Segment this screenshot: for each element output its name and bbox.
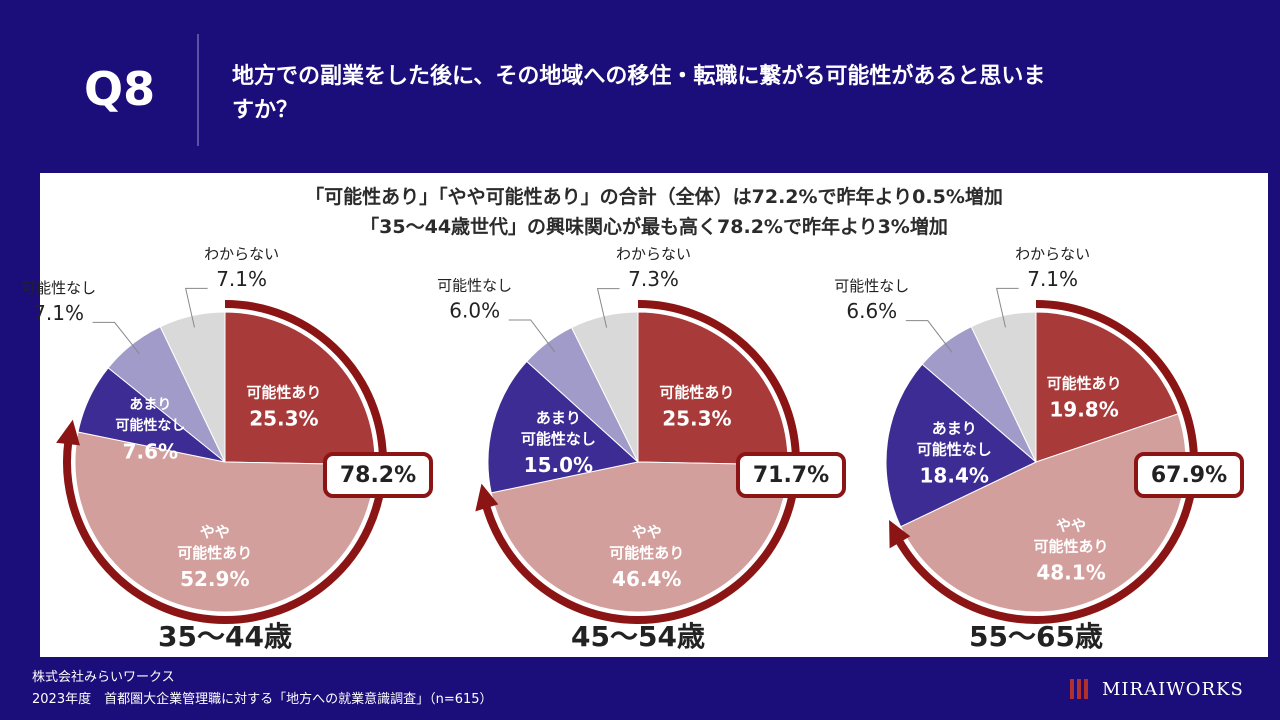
total-label: 78.2% <box>340 463 416 488</box>
pie-slice <box>885 363 1037 528</box>
slice-label: 可能性なし <box>21 279 96 297</box>
arrow-head-icon <box>889 520 911 549</box>
pie-chart-1: 78.2%可能性あり25.3%やや可能性あり52.9%あまり可能性なし7.6%可… <box>21 245 433 653</box>
slice-label: 可能性あり <box>177 544 252 562</box>
total-badge <box>323 452 433 498</box>
highlight-arc <box>895 300 1198 624</box>
leader-line <box>905 320 953 353</box>
slice-value-label: 25.3% <box>249 407 318 431</box>
highlight-arc <box>482 300 800 624</box>
slice-value-label: 7.3% <box>628 267 679 291</box>
slice-label: 可能性なし <box>917 441 992 459</box>
slice-value-label: 46.4% <box>612 567 681 591</box>
slice-label: あまり <box>536 409 581 427</box>
slice-label: 可能性あり <box>1034 538 1109 556</box>
slice-value-label: 18.4% <box>920 464 989 488</box>
total-badge <box>1134 452 1244 498</box>
slice-label: あまり <box>129 397 171 413</box>
slice-label: やや <box>200 523 230 541</box>
miraiworks-logo: MIRAIWORKS <box>1068 676 1244 702</box>
pie-chart-3: 67.9%可能性あり19.8%やや可能性あり48.1%あまり可能性なし18.4%… <box>834 245 1244 653</box>
survey-source: 2023年度 首都圏大企業管理職に対する「地方への就業意識調査」（n=615） <box>32 692 493 707</box>
slice-value-label: 7.1% <box>33 301 84 325</box>
pie-slice <box>74 431 376 613</box>
slice-label: わからない <box>1015 245 1090 263</box>
total-badge <box>736 452 846 498</box>
arrow-head-icon <box>56 419 80 446</box>
slice-label: 可能性なし <box>115 417 185 434</box>
slice-label: わからない <box>204 245 279 263</box>
leader-line <box>596 288 620 328</box>
question-line-1: 地方での副業をした後に、その地域への移住・転職に繋がる可能性があると思いま <box>232 64 1046 89</box>
slice-label: 可能性なし <box>521 430 596 448</box>
pie-slice <box>637 311 789 466</box>
slice-label: 可能性あり <box>659 384 734 402</box>
slice-value-label: 15.0% <box>524 453 593 477</box>
slice-label: やや <box>1056 517 1086 535</box>
slice-label: やや <box>632 523 662 541</box>
chart-title: 35～44歳 <box>158 620 292 653</box>
question-text: 地方での副業をした後に、その地域への移住・転職に繋がる可能性があると思いま すか… <box>232 60 1222 128</box>
slice-value-label: 7.1% <box>1027 267 1078 291</box>
leader-line <box>92 321 140 355</box>
pie-chart-2: 71.7%可能性あり25.3%やや可能性あり46.4%あまり可能性なし15.0%… <box>437 245 846 653</box>
arrow-head-icon <box>475 483 499 512</box>
slice-label: わからない <box>616 245 691 263</box>
total-label: 71.7% <box>753 463 829 488</box>
slice-label: 可能性あり <box>1047 374 1122 392</box>
summary-line-2: 「35～44歳世代」の興味関心が最も高く78.2%で昨年より3%増加 <box>360 216 948 238</box>
highlight-arc <box>63 300 387 624</box>
logo-text: MIRAIWORKS <box>1102 678 1244 700</box>
company-name: 株式会社みらいワークス <box>32 670 175 685</box>
question-number: Q8 <box>84 62 156 116</box>
slice-label: 可能性なし <box>834 277 909 295</box>
slice-value-label: 7.1% <box>216 267 267 291</box>
pie-slice <box>224 311 376 466</box>
summary-line-1: 「可能性あり」「やや可能性あり」の合計（全体）は72.2%で昨年より0.5%増加 <box>305 186 1003 208</box>
leader-line <box>995 287 1019 328</box>
slice-label: 可能性あり <box>246 384 321 402</box>
slice-value-label: 25.3% <box>662 407 731 431</box>
question-line-2: すか？ <box>232 98 299 123</box>
slice-value-label: 52.9% <box>180 567 249 591</box>
logo-mark-icon <box>1070 679 1088 699</box>
pie-slice <box>487 360 640 494</box>
slice-value-label: 6.6% <box>846 299 897 323</box>
pie-slice <box>490 461 789 613</box>
header-divider <box>197 34 199 146</box>
pie-slice <box>1035 311 1179 463</box>
leader-line <box>508 319 556 353</box>
slice-label: 可能性なし <box>437 276 512 294</box>
slice-value-label: 19.8% <box>1049 397 1118 421</box>
chart-title: 45～54歳 <box>571 620 705 653</box>
slice-value-label: 7.6% <box>123 439 178 463</box>
slice-label: 可能性あり <box>609 544 684 562</box>
chart-title: 55～65歳 <box>969 620 1103 653</box>
slice-label: あまり <box>932 420 977 438</box>
leader-line <box>184 287 208 328</box>
total-label: 67.9% <box>1151 463 1227 488</box>
slice-value-label: 48.1% <box>1036 561 1105 585</box>
slice-value-label: 6.0% <box>449 298 500 322</box>
